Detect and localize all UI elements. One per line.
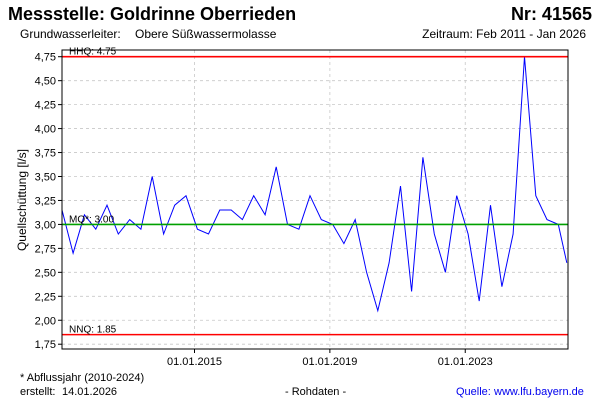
reference-lines: HHQ: 4.75 MQ*: 3.00 NNQ: 1.85 [62,47,568,336]
y-tick-label: 3,50 [35,172,56,184]
y-axis-label: Quellschüttung [l/s] [15,149,29,251]
y-tick-label: 2,50 [35,267,56,279]
y-tick-label: 3,00 [35,219,56,231]
y-tick-label: 2,00 [35,315,56,327]
y-tick-label: 3,25 [35,195,56,207]
plot-frame [61,49,569,350]
y-tick-label: 3,75 [35,148,56,160]
x-ticks: 01.01.2015 01.01.2019 01.01.2023 [167,349,493,368]
y-ticks: 1,75 2,00 2,25 2,50 2,75 3,00 3,25 3,50 3,75 4,00… [35,52,62,351]
y-tick-label: 4,50 [35,76,56,88]
created-label: erstellt: [20,386,56,398]
x-tick-label: 01.01.2023 [438,356,493,368]
nnq-label: NNQ: 1.85 [69,325,117,336]
station-number: Nr: 41565 [510,4,592,24]
y-tick-label: 4,75 [35,52,56,64]
station-title: Messstelle: Goldrinne Oberrieden [8,4,297,24]
series-layer [61,56,568,313]
footnote: * Abflussjahr (2010-2024) [20,372,145,384]
created-date: 14.01.2026 [62,386,118,398]
y-tick-label: 4,25 [35,100,56,112]
hhq-label: HHQ: 4.75 [69,47,117,58]
mq-label: MQ*: 3.00 [69,214,114,225]
rawdata-note: - Rohdaten - [285,386,347,398]
aquifer-name: Obere Süßwassermolasse [135,27,277,41]
y-tick-label: 2,75 [35,243,56,255]
aquifer-label: Grundwasserleiter: [20,27,121,41]
y-tick-label: 1,75 [35,339,56,351]
y-tick-label: 2,25 [35,291,56,303]
source-label: Quelle: [456,386,491,398]
x-tick-label: 01.01.2019 [302,356,357,368]
y-tick-label: 4,00 [35,124,56,136]
period: Zeitraum: Feb 2011 - Jan 2026 [422,27,586,41]
grid [62,50,568,349]
source-link[interactable]: www.lfu.bayern.de [494,386,584,398]
discharge-series-line [61,56,568,313]
x-tick-label: 01.01.2015 [167,356,222,368]
